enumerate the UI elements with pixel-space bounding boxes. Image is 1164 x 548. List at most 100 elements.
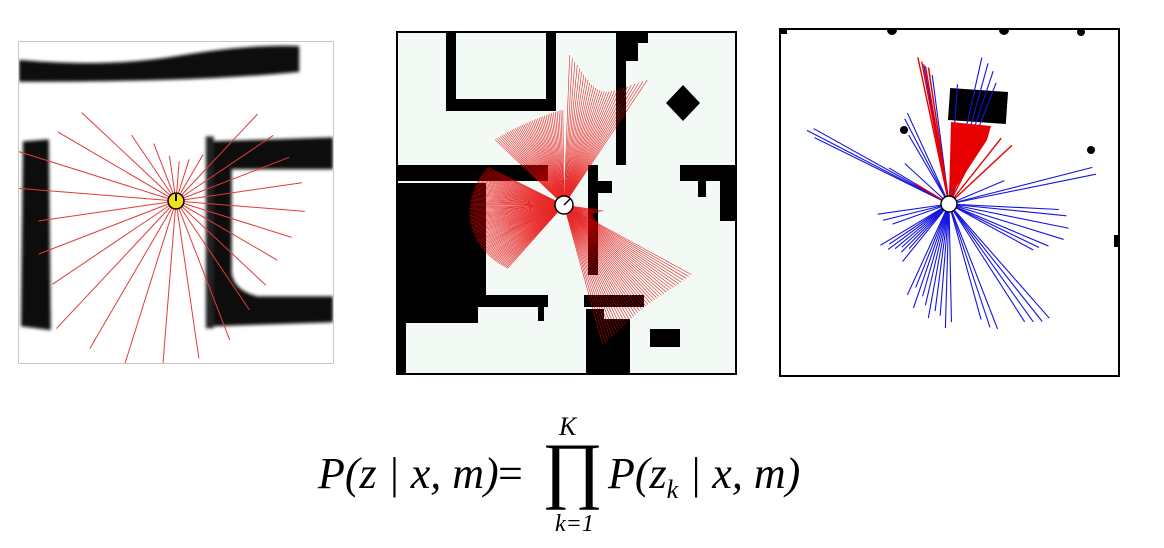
beam-ray [563,204,613,337]
beam-ray [563,88,622,206]
beam-ray [563,88,597,206]
beam-ray [563,204,682,283]
beam-ray-blue [939,203,950,316]
beam-ray [563,204,618,333]
beam-ray [175,200,231,341]
beam-ray [547,114,565,206]
beam-ray [551,113,565,206]
beam-ray [528,122,565,206]
beam-ray-blue [948,203,953,322]
beam-ray [175,135,274,202]
beam-ray [563,82,640,206]
beam-ray [543,115,565,206]
rhs-prefix: P(z [608,449,667,498]
beam-ray [526,122,565,206]
product-upper-limit: K [559,412,577,441]
formula-rhs: P(zk | x, m) [608,444,800,520]
formula-lhs: P(z | x, m) [318,449,499,498]
beam-ray-blue [912,203,950,309]
beam-ray-blue [948,203,1064,240]
beam-ray-blue [908,134,950,205]
beam-ray [562,110,565,206]
beam-ray [509,130,565,206]
beam-ray [563,204,687,279]
beam-ray [563,79,648,206]
beam-ray [563,91,610,206]
beam-ray [175,200,250,311]
beams-left [19,112,305,363]
beam-ray [57,131,177,202]
beam-ray [563,74,585,206]
beam-ray [563,204,640,312]
beam-ray [563,204,662,296]
beam-ray [175,200,292,238]
beam-ray-blue [882,203,950,221]
beam-ray [560,110,565,206]
rhs-subscript: k [666,475,679,504]
beam-ray [52,200,177,285]
beam-ray-blue [888,203,950,245]
beam-ray [563,204,645,308]
beam-ray [540,117,565,206]
beam-ray [563,58,573,206]
beam-ray [19,151,177,202]
beam-ray [498,137,565,206]
beam-ray [496,138,565,206]
beam-ray [563,77,587,206]
map-obstacles-right [781,30,1118,247]
beam-ray [563,204,657,299]
beam-ray [563,204,616,335]
beam-ray-blue [948,203,1040,248]
beam-ray [563,90,601,206]
beam-ray [563,89,599,206]
beam-ray [513,128,565,206]
beam-ray [553,112,565,206]
map-left-svg [19,45,333,363]
beam-ray-blue [948,180,1005,205]
beam-ray-blue [948,203,1067,217]
beam-ray [563,204,649,305]
beam-ray [525,123,565,206]
beam-ray [38,200,177,255]
beam-ray [563,71,583,206]
beam-ray [563,91,607,206]
beam-ray [563,204,655,300]
beam-ray [521,125,565,206]
beam-ray [504,133,565,206]
beam-ray [558,110,565,206]
beam-ray [520,125,565,206]
beam-ray [563,204,672,290]
beam-ray [563,204,660,297]
beam-ray [511,129,565,206]
beam-ray [563,204,677,286]
beam-ray-blue [948,203,1026,323]
beam-ray [523,124,565,206]
beam-ray [554,111,565,206]
beam-ray [175,154,204,202]
beam-ray [81,112,177,202]
beam-ray [563,68,580,206]
sensor-map-panel-left [18,41,334,364]
beam-ray-blue [924,203,950,306]
beams-right-blue [806,57,1097,330]
map-walls [19,45,333,331]
rhs-suffix: | x, m) [678,449,801,498]
beam-ray-blue [948,203,999,330]
beam-ray [563,204,630,321]
beam-ray-blue [902,203,950,262]
beam-ray [549,113,565,206]
beam-ray [563,204,636,315]
beam-ray [563,204,634,317]
beam-ray [89,200,177,349]
beam-ray [533,119,565,206]
beam-ray [175,200,278,261]
beam-ray [542,116,565,206]
beam-ray [499,136,565,206]
robot-heading [563,198,571,206]
beam-ray [545,115,565,206]
formula-equals: = [498,449,523,498]
beam-ray [563,204,604,345]
beam-ray [162,200,177,363]
beam-ray [563,204,611,339]
beam-ray-blue [948,203,1069,229]
